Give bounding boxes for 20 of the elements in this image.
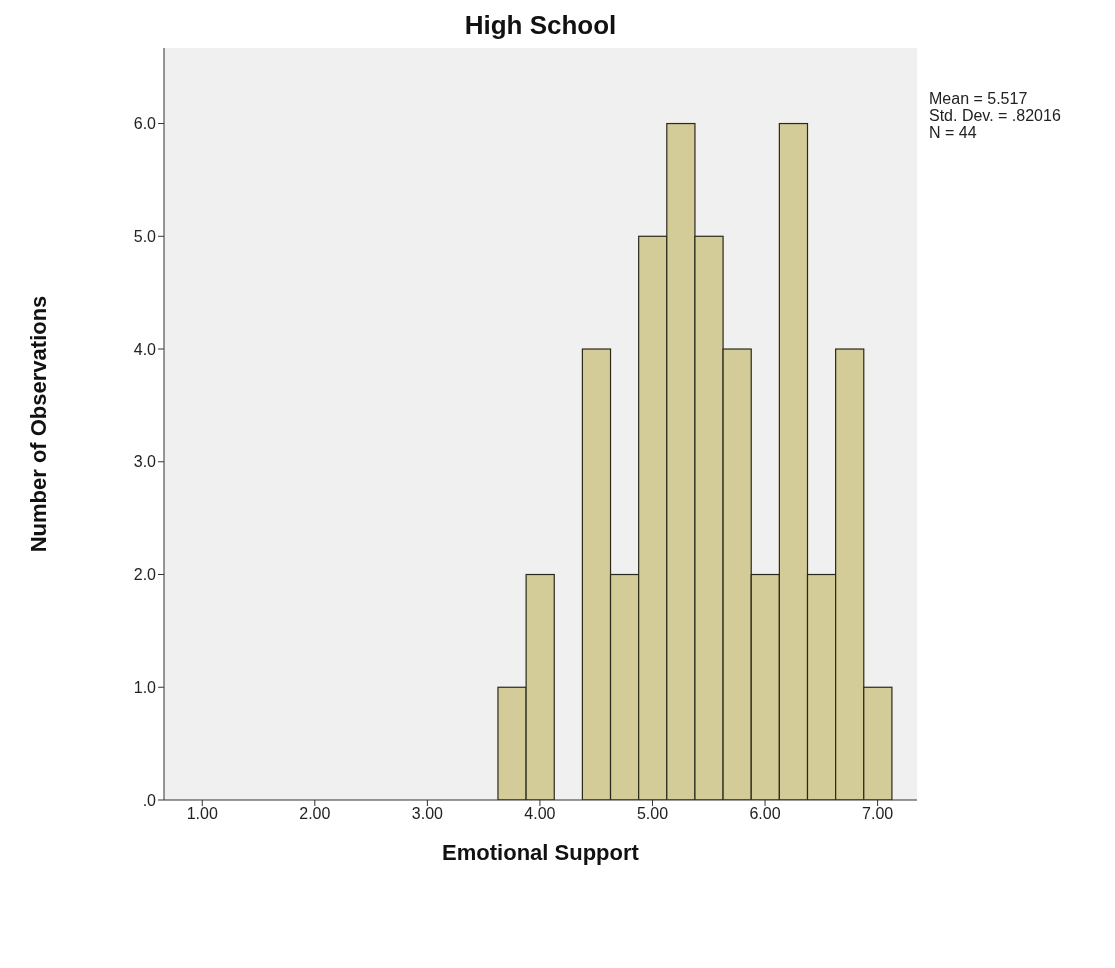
x-tick-label: 5.00 <box>636 805 669 823</box>
y-axis-title: Number of Observations <box>25 295 51 553</box>
x-tick-label: 4.00 <box>524 805 556 823</box>
y-tick-label: 4.0 <box>133 340 157 358</box>
y-tick-label: 1.0 <box>133 678 157 696</box>
x-tick-label: 2.00 <box>299 805 331 823</box>
text: N = 44 <box>929 124 978 141</box>
y-tick-label: 5.0 <box>133 227 157 245</box>
y-tick-label: 6.0 <box>133 115 157 133</box>
chart-title: High School <box>463 10 618 41</box>
y-tick-label: 2.0 <box>133 566 157 584</box>
y-tick-label: 3.0 <box>133 453 157 471</box>
x-tick-label: 7.00 <box>862 805 894 823</box>
x-tick-label: 6.00 <box>749 805 781 823</box>
y-tick-label: .0 <box>142 791 157 809</box>
text: Mean = 5.517 <box>929 90 1029 107</box>
x-tick-label: 3.00 <box>411 805 444 823</box>
x-axis-title: Emotional Support <box>442 840 640 865</box>
text: Std. Dev. = .82016 <box>929 107 1061 124</box>
x-tick-label: 1.00 <box>186 805 218 823</box>
